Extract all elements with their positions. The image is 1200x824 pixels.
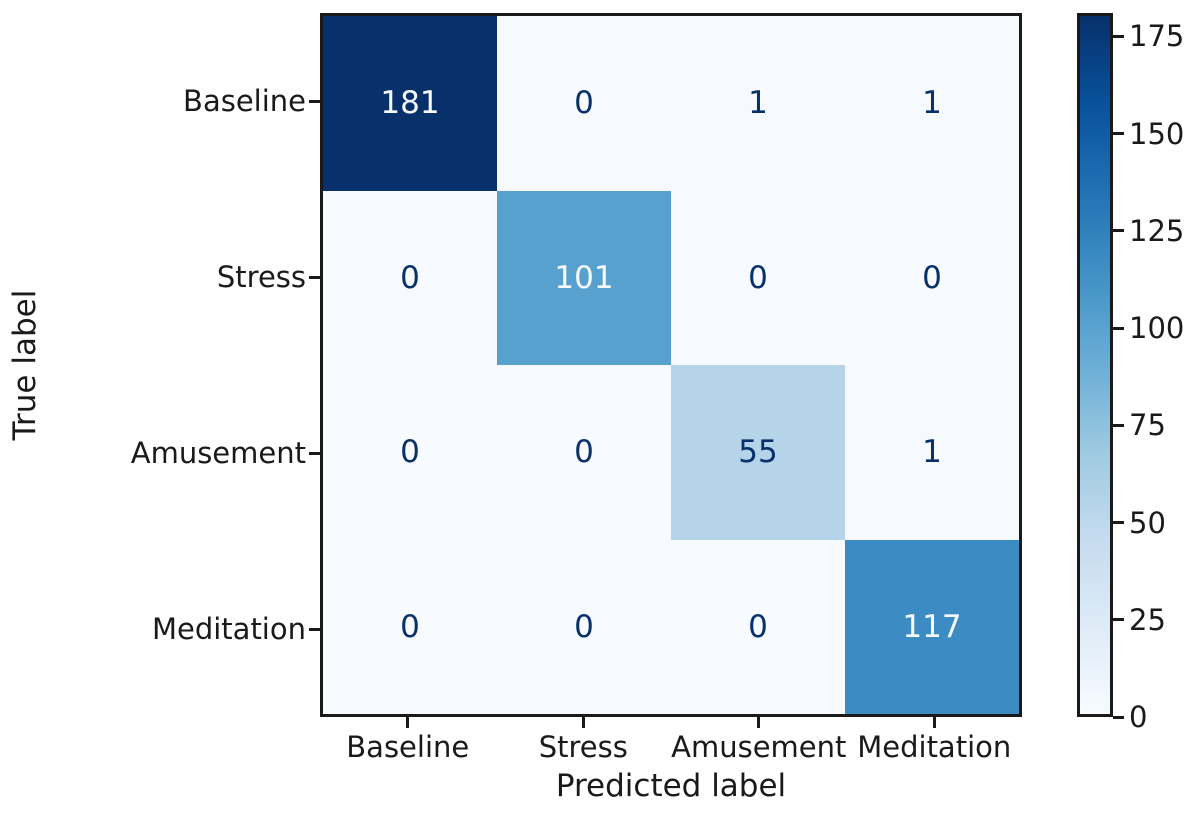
colorbar-tick-label-150: 150 [1129,116,1185,151]
y-tick-label-baseline: Baseline [183,84,306,118]
matrix-cell-Amusement-Stress: 0 [497,365,671,540]
colorbar-tick-mark [1113,34,1124,38]
colorbar-tick-label-125: 125 [1129,213,1185,248]
x-tick-label-meditation: Meditation [857,730,1012,764]
x-tick-mark [581,717,585,728]
x-tick-label-baseline: Baseline [346,730,470,764]
matrix-cell-Stress-Baseline: 0 [323,190,497,365]
matrix-cell-Meditation-Stress: 0 [497,539,671,714]
matrix-cell-Stress-Meditation: 0 [845,190,1019,365]
x-axis-label: Predicted label [555,768,787,804]
matrix-cell-Meditation-Meditation: 117 [845,539,1019,714]
y-tick-mark [309,627,320,631]
colorbar-tick-mark [1113,521,1124,525]
y-tick-mark [309,99,320,103]
x-tick-mark [757,717,761,728]
colorbar-tick-label-50: 50 [1129,505,1166,540]
matrix-cell-Baseline-Amusement: 1 [671,16,845,191]
matrix-cell-Meditation-Amusement: 0 [671,539,845,714]
matrix-cell-Amusement-Meditation: 1 [845,365,1019,540]
colorbar-tick-mark [1113,423,1124,427]
x-tick-label-stress: Stress [538,730,628,764]
matrix-cell-Baseline-Baseline: 181 [323,16,497,191]
x-tick-mark [932,717,936,728]
colorbar-tick-label-75: 75 [1129,408,1166,443]
y-tick-label-amusement: Amusement [130,436,306,470]
colorbar-tick-label-25: 25 [1129,602,1166,637]
matrix-cell-Amusement-Baseline: 0 [323,365,497,540]
y-tick-label-meditation: Meditation [151,612,306,646]
x-tick-mark [406,717,410,728]
matrix-cell-Amusement-Amusement: 55 [671,365,845,540]
colorbar-tick-mark [1113,229,1124,233]
heatmap-plot-area: 181 0 1 1 0 101 0 0 0 0 55 1 0 0 0 117 [320,13,1022,717]
x-tick-label-amusement: Amusement [671,730,847,764]
colorbar-tick-label-0: 0 [1129,700,1148,734]
colorbar-tick-mark [1113,618,1124,622]
matrix-cell-Baseline-Stress: 0 [497,16,671,191]
matrix-cell-Baseline-Meditation: 1 [845,16,1019,191]
colorbar-tick-mark [1113,132,1124,136]
matrix-cell-Meditation-Baseline: 0 [323,539,497,714]
y-tick-mark [309,451,320,455]
colorbar-tick-mark [1113,326,1124,330]
y-tick-mark [309,275,320,279]
colorbar-tick-label-100: 100 [1129,311,1185,346]
matrix-cell-Stress-Amusement: 0 [671,190,845,365]
colorbar [1077,13,1113,717]
colorbar-tick-mark [1113,715,1124,719]
y-tick-label-stress: Stress [216,260,306,294]
colorbar-tick-label-175: 175 [1129,19,1185,54]
matrix-cell-Stress-Stress: 101 [497,190,671,365]
